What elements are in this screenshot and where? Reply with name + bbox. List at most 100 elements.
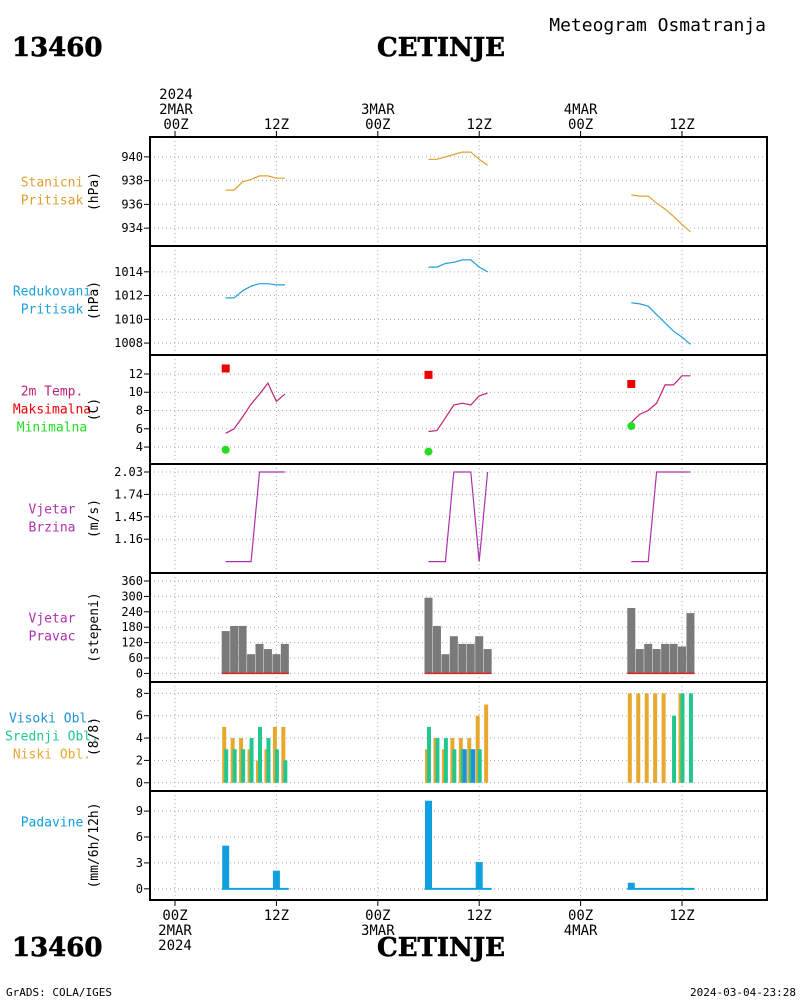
cloud-mid-bar bbox=[283, 760, 288, 783]
wind-dir-bar bbox=[238, 625, 247, 674]
cloud-low-bar bbox=[644, 693, 649, 783]
station-id-top: 13460 bbox=[12, 33, 102, 63]
panel-reduced_pressure: 1008 1010 1012 1014 Redukovani Pritisak (hPa) bbox=[13, 245, 768, 356]
y-axis-label: (8/8) bbox=[87, 717, 102, 756]
precip-bar bbox=[222, 845, 230, 889]
wind-dir-bar bbox=[661, 643, 670, 674]
series-line bbox=[428, 259, 488, 273]
series-line bbox=[225, 283, 285, 299]
panel-label: Padavine bbox=[21, 816, 84, 831]
panel-label: Vjetar bbox=[29, 503, 76, 518]
y-tick-label: 2.03 bbox=[114, 465, 143, 479]
y-tick-label: 1.74 bbox=[114, 487, 143, 501]
y-tick-label: 4 bbox=[136, 440, 143, 454]
precip-bar bbox=[627, 882, 635, 889]
series-line bbox=[225, 175, 285, 191]
y-tick-label: 2 bbox=[136, 753, 143, 767]
panel-label: Stanicni bbox=[21, 176, 84, 191]
y-tick-label: 8 bbox=[136, 404, 143, 418]
y-tick-label: 6 bbox=[136, 830, 143, 844]
wind-dir-bar bbox=[441, 654, 450, 674]
y-axis-label: (C) bbox=[87, 398, 102, 421]
bottom-time-label: 12Z bbox=[467, 908, 492, 924]
y-tick-label: 1010 bbox=[114, 312, 143, 326]
y-tick-label: 938 bbox=[121, 174, 143, 188]
top-time-label: 00Z bbox=[163, 117, 188, 133]
top-time-label: 4MAR bbox=[564, 102, 598, 118]
wind-dir-bar bbox=[669, 643, 678, 674]
wind-dir-bar bbox=[255, 643, 264, 674]
panel-label: Pravac bbox=[29, 630, 76, 645]
panel-frame bbox=[149, 354, 768, 465]
bottom-time-label: 12Z bbox=[264, 908, 289, 924]
y-axis-label: (hPa) bbox=[87, 281, 102, 320]
series-line bbox=[428, 151, 488, 166]
wind-dir-bar bbox=[263, 649, 272, 674]
panel-label: Vjetar bbox=[29, 612, 76, 627]
y-tick-label: 940 bbox=[121, 150, 143, 164]
cloud-mid-bar bbox=[672, 715, 677, 783]
wind-dir-bar bbox=[483, 649, 492, 674]
wind-dir-bar bbox=[644, 643, 653, 674]
cloud-high-bar bbox=[462, 749, 467, 783]
cloud-mid-bar bbox=[688, 693, 693, 783]
panel-label: Niski Obl. bbox=[13, 748, 91, 763]
bottom-time-label: 12Z bbox=[669, 908, 694, 924]
top-time-label: 00Z bbox=[365, 117, 390, 133]
min-temp-marker bbox=[627, 422, 636, 431]
panel-label: Pritisak bbox=[21, 303, 84, 318]
panel-precipitation: 0 3 6 9 Padavine (mm/6h/12h) bbox=[21, 790, 768, 901]
y-tick-label: 6 bbox=[136, 422, 143, 436]
series-line bbox=[428, 392, 488, 433]
top-time-label: 12Z bbox=[264, 117, 289, 133]
wind-dir-bar bbox=[247, 654, 256, 674]
wind-dir-bar bbox=[475, 636, 484, 674]
panel-frame bbox=[149, 790, 768, 901]
top-time-label: 2MAR bbox=[159, 102, 193, 118]
precip-bar bbox=[425, 800, 432, 889]
y-tick-label: 1.45 bbox=[114, 510, 143, 524]
bottom-time-label: 2024 bbox=[158, 938, 192, 954]
wind-dir-bar bbox=[686, 613, 695, 674]
y-tick-label: 4 bbox=[136, 731, 143, 745]
station-name-bottom: CETINJE bbox=[377, 933, 505, 963]
cloud-mid-bar bbox=[224, 749, 229, 783]
cloud-mid-bar bbox=[443, 738, 448, 783]
bottom-time-label: 4MAR bbox=[564, 923, 598, 939]
min-temp-marker bbox=[424, 447, 433, 456]
panel-temperature: 4 6 8 10 12 2m Temp. Maksimalna Minimalna(C) bbox=[13, 354, 768, 465]
series-line bbox=[631, 194, 691, 233]
cloud-low-bar bbox=[484, 704, 489, 783]
wind-dir-bar bbox=[424, 597, 433, 674]
panel-frame bbox=[149, 245, 768, 356]
cloud-mid-bar bbox=[266, 738, 271, 783]
product-title: Meteogram Osmatranja bbox=[549, 15, 766, 36]
wind-dir-bar bbox=[221, 631, 230, 674]
cloud-low-bar bbox=[636, 693, 641, 783]
panel-station_pressure: 934 936 938 940 Stanicni Pritisak (hPa) bbox=[21, 136, 768, 247]
panel-label: Visoki Obl. bbox=[9, 712, 95, 727]
y-tick-label: 0 bbox=[136, 666, 143, 680]
cloud-mid-bar bbox=[249, 738, 254, 783]
cloud-mid-bar bbox=[274, 749, 279, 783]
bottom-time-label: 3MAR bbox=[361, 923, 395, 939]
y-tick-label: 60 bbox=[129, 651, 143, 665]
bottom-time-label: 00Z bbox=[568, 908, 593, 924]
precip-bar bbox=[272, 870, 280, 889]
panel-label: Pritisak bbox=[21, 194, 84, 209]
y-tick-label: 0 bbox=[136, 882, 143, 896]
cloud-mid-bar bbox=[452, 749, 457, 783]
y-tick-label: 6 bbox=[136, 709, 143, 723]
panel-label: Maksimalna bbox=[13, 403, 91, 418]
cloud-mid-bar bbox=[232, 749, 237, 783]
y-tick-label: 0 bbox=[136, 776, 143, 790]
station-name-top: CETINJE bbox=[377, 33, 505, 63]
y-tick-label: 240 bbox=[121, 605, 143, 619]
y-tick-label: 8 bbox=[136, 686, 143, 700]
wind-dir-bar bbox=[635, 649, 644, 674]
wind-dir-bar bbox=[627, 607, 636, 674]
y-tick-label: 1014 bbox=[114, 265, 143, 279]
precip-bar bbox=[475, 862, 483, 889]
